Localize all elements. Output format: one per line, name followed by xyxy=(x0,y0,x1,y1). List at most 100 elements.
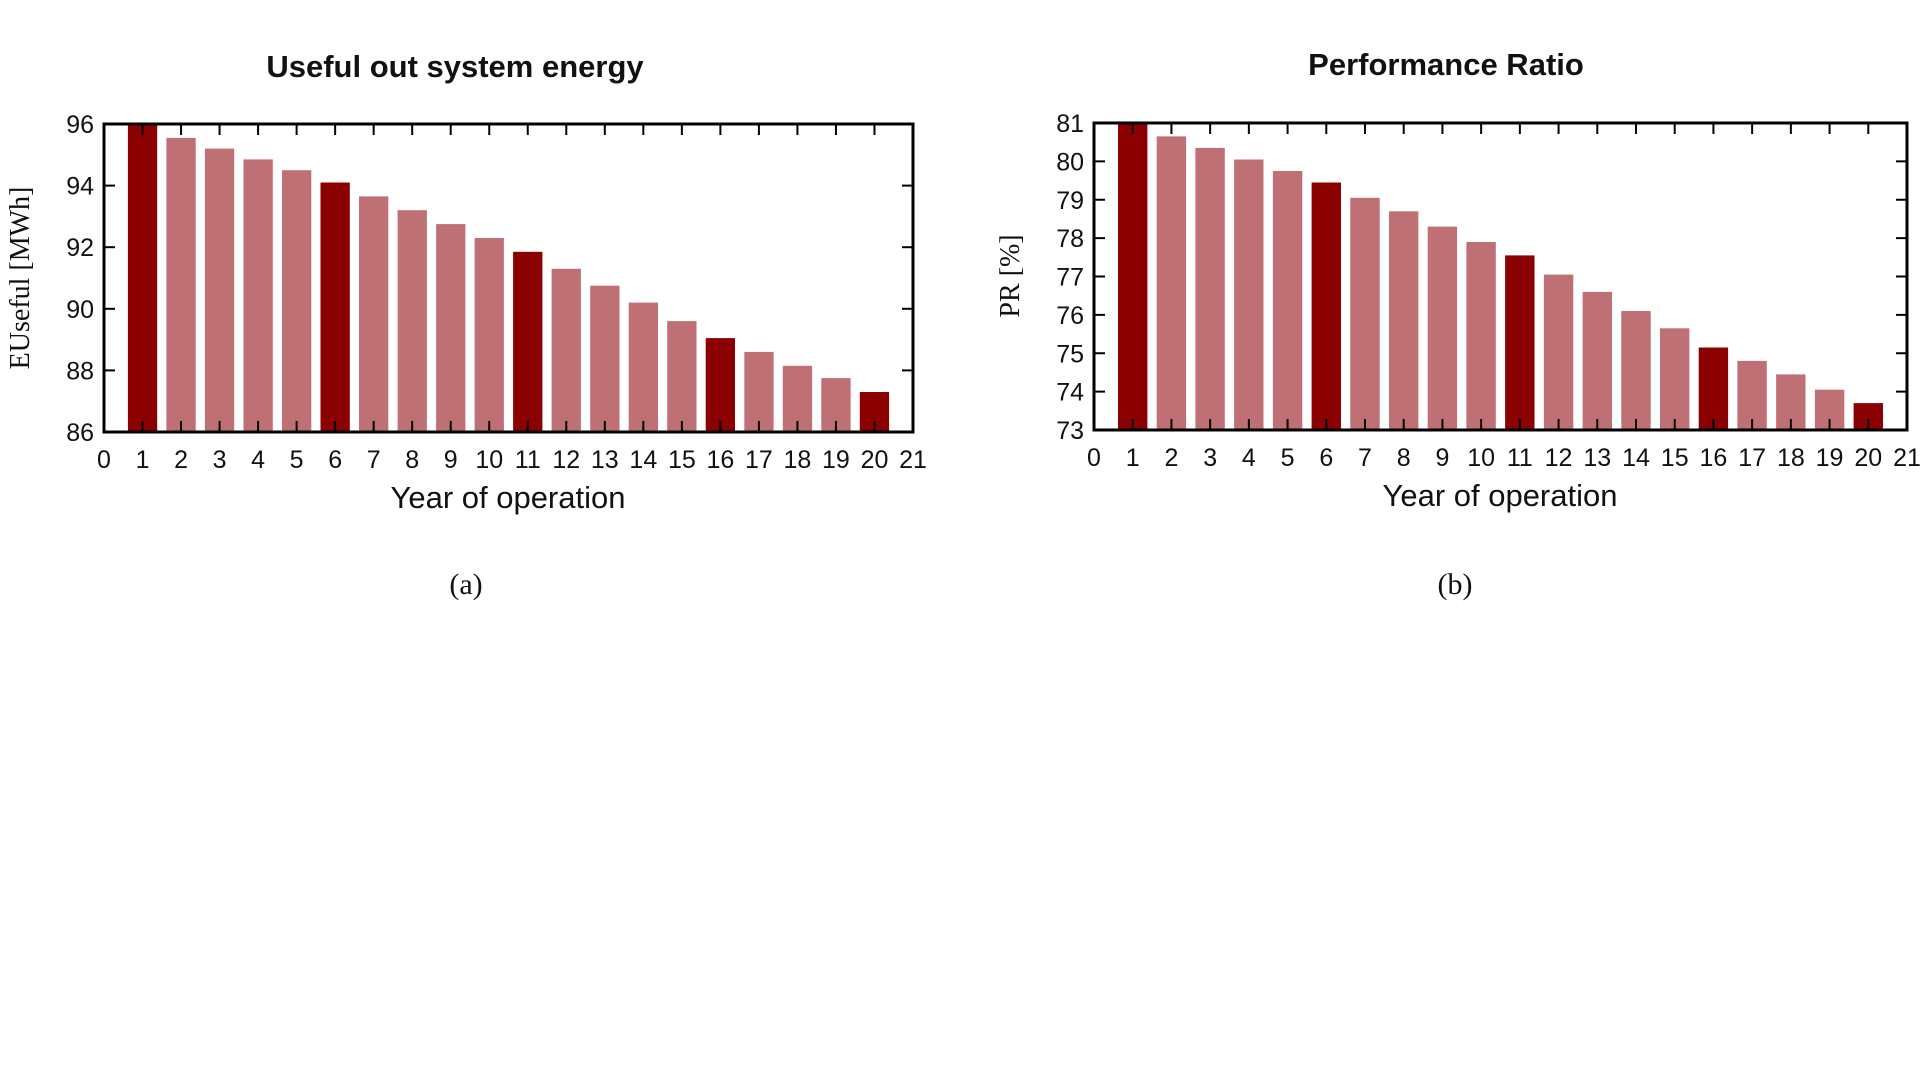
x-tick-label: 10 xyxy=(1467,444,1495,472)
x-tick-label: 8 xyxy=(1397,444,1411,472)
bar-year-13 xyxy=(1582,291,1612,430)
figure-caption: (a) xyxy=(449,568,482,601)
x-tick-label: 14 xyxy=(1622,444,1650,472)
bar-year-8 xyxy=(397,210,427,432)
x-tick-label: 17 xyxy=(745,446,773,474)
x-axis-label: Year of operation xyxy=(391,480,626,515)
chart-panel-b: Performance Ratio 0 1 2 3 4 5 6 7 8 9 10 11 12 13 14 15… xyxy=(995,47,1920,601)
x-tick-label: 20 xyxy=(861,446,889,474)
bar-year-16 xyxy=(705,338,735,432)
y-tick-label: 88 xyxy=(66,357,94,385)
x-tick-label: 2 xyxy=(1164,444,1178,472)
x-tick-label: 7 xyxy=(367,446,381,474)
x-tick-label: 15 xyxy=(668,446,696,474)
x-tick-label: 9 xyxy=(1435,444,1449,472)
y-tick-label: 76 xyxy=(1056,302,1084,330)
x-tick-label: 5 xyxy=(290,446,304,474)
x-tick-label: 0 xyxy=(97,446,111,474)
x-tick-label: 10 xyxy=(475,446,503,474)
plot-frame xyxy=(102,122,915,434)
x-tick-label: 3 xyxy=(213,446,227,474)
bar-year-14 xyxy=(628,302,658,432)
bar-year-12 xyxy=(1543,274,1574,430)
x-tick-label: 7 xyxy=(1358,444,1372,472)
x-tick-label: 13 xyxy=(1583,444,1611,472)
plot-area: 0 1 2 3 4 5 6 7 8 9 10 11 12 13 14 15 16 17 18 19 20 21737475… xyxy=(1056,110,1920,472)
x-tick-label: 0 xyxy=(1087,444,1101,472)
x-tick-label: 6 xyxy=(1319,444,1333,472)
bar-year-11 xyxy=(1505,255,1535,430)
x-tick-label: 21 xyxy=(899,446,927,474)
y-tick-label: 74 xyxy=(1056,379,1084,407)
bar-year-17 xyxy=(1737,360,1767,430)
x-tick-label: 12 xyxy=(552,446,580,474)
x-tick-label: 17 xyxy=(1738,444,1766,472)
y-tick-label: 75 xyxy=(1056,340,1084,368)
bar-year-5 xyxy=(1272,171,1303,430)
x-tick-label: 4 xyxy=(1242,444,1256,472)
bar-year-7 xyxy=(1350,197,1380,430)
y-axis-label: EUseful [MWh] xyxy=(5,187,36,370)
x-tick-label: 5 xyxy=(1281,444,1295,472)
bar-year-16 xyxy=(1698,347,1729,430)
chart-title: Useful out system energy xyxy=(266,49,644,84)
x-tick-label: 6 xyxy=(328,446,342,474)
bar-year-10 xyxy=(474,238,504,432)
x-tick-label: 1 xyxy=(1126,444,1140,472)
x-tick-label: 12 xyxy=(1545,444,1573,472)
bar-year-15 xyxy=(1660,328,1690,430)
y-tick-label: 81 xyxy=(1056,110,1084,138)
bar-year-18 xyxy=(782,365,813,432)
bar-year-9 xyxy=(1427,226,1458,430)
x-tick-label: 9 xyxy=(444,446,458,474)
y-tick-label: 86 xyxy=(66,419,94,447)
x-tick-label: 15 xyxy=(1661,444,1689,472)
y-tick-label: 77 xyxy=(1056,264,1084,292)
bar-year-15 xyxy=(667,321,697,432)
x-tick-label: 3 xyxy=(1203,444,1217,472)
plot-area: 0 1 2 3 4 5 6 7 8 9 10 11 12 13 14 15 16 17 18 19 20 21868890… xyxy=(66,111,927,474)
chart-panel-a: Useful out system energy 0 1 2 3 4 5 6 7 8 9 10 11 1… xyxy=(5,49,927,601)
bar-year-3 xyxy=(204,148,235,432)
bar-year-2 xyxy=(1156,136,1187,430)
bar-year-7 xyxy=(359,196,389,432)
y-tick-label: 94 xyxy=(66,173,94,201)
bar-year-9 xyxy=(436,224,466,432)
x-tick-label: 21 xyxy=(1893,444,1920,472)
bar-year-8 xyxy=(1389,211,1419,430)
figure-caption: (b) xyxy=(1438,568,1473,601)
bar-year-14 xyxy=(1621,311,1651,430)
y-tick-label: 79 xyxy=(1056,187,1084,215)
bar-year-3 xyxy=(1195,147,1225,430)
y-tick-label: 78 xyxy=(1056,225,1084,253)
x-tick-label: 11 xyxy=(1507,444,1533,472)
bar-year-6 xyxy=(320,182,350,432)
x-tick-label: 19 xyxy=(822,446,850,474)
x-tick-label: 8 xyxy=(405,446,419,474)
y-tick-label: 90 xyxy=(66,296,94,324)
bar-year-5 xyxy=(282,170,312,432)
x-tick-label: 2 xyxy=(174,446,188,474)
x-tick-label: 1 xyxy=(136,446,150,474)
bar-year-1 xyxy=(127,124,158,432)
x-axis-label: Year of operation xyxy=(1383,478,1618,513)
x-tick-label: 4 xyxy=(251,446,265,474)
bar-year-12 xyxy=(551,268,581,432)
x-tick-label: 18 xyxy=(784,446,812,474)
y-tick-label: 73 xyxy=(1056,417,1084,445)
x-tick-label: 11 xyxy=(515,446,541,474)
y-tick-label: 92 xyxy=(66,234,94,262)
bar-year-10 xyxy=(1466,242,1496,430)
bar-year-4 xyxy=(243,159,273,432)
bar-year-2 xyxy=(166,137,196,432)
x-tick-label: 14 xyxy=(629,446,657,474)
x-tick-label: 16 xyxy=(1700,444,1728,472)
bar-year-4 xyxy=(1234,159,1264,430)
x-tick-label: 18 xyxy=(1777,444,1805,472)
bar-year-11 xyxy=(513,251,543,432)
x-tick-label: 19 xyxy=(1816,444,1844,472)
chart-title: Performance Ratio xyxy=(1308,47,1584,82)
bar-year-6 xyxy=(1311,182,1341,430)
x-tick-label: 20 xyxy=(1854,444,1882,472)
